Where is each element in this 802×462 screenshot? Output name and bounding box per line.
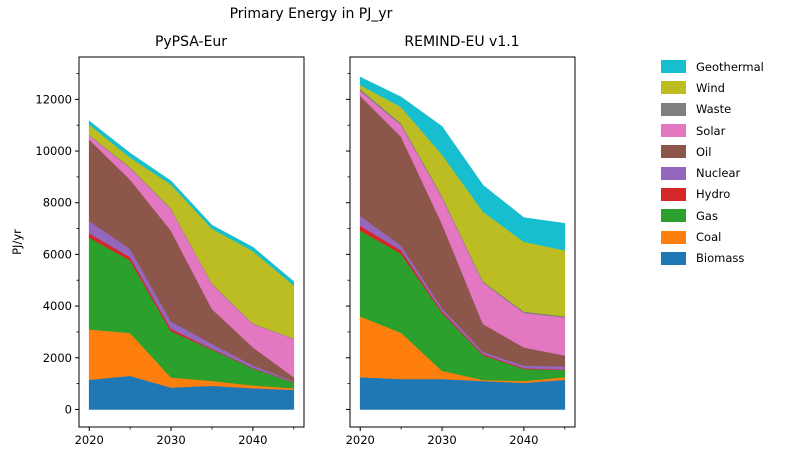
legend-label: Waste (696, 102, 732, 117)
x-tick-label: 2030 (427, 433, 456, 447)
legend-swatch-geothermal (661, 60, 686, 74)
x-tick-label: 2040 (238, 433, 267, 447)
legend-label: Geothermal (696, 59, 764, 74)
subplot-title-pypsa-eur: PyPSA-Eur (154, 34, 228, 50)
legend-item-biomass: Biomass (661, 248, 764, 269)
y-tick-label: 0 (65, 402, 72, 416)
legend-label: Oil (696, 144, 712, 159)
legend-item-nuclear: Nuclear (661, 162, 764, 183)
y-tick-label: 4000 (43, 299, 72, 313)
x-tick-label: 2020 (75, 433, 104, 447)
area-geothermal (88, 120, 295, 286)
legend: Geothermal Wind Waste Solar Oil Nuclear Hydro G… (661, 56, 764, 269)
x-tick-label: 2040 (509, 433, 538, 447)
y-tick-label: 10000 (35, 144, 72, 158)
legend-item-oil: Oil (661, 141, 764, 162)
subplot-title-remind-eu: REMIND-EU v1.1 (404, 34, 520, 50)
legend-swatch-biomass (661, 251, 686, 265)
x-tick-label: 2020 (346, 433, 375, 447)
legend-swatch-wind (661, 81, 686, 95)
stacked-area-chart-pypsa-eur: 0 2000 4000 6000 8000 10000 12000 2020 2030 2040 (35, 56, 305, 447)
legend-label: Solar (696, 123, 726, 138)
legend-label: Gas (696, 208, 718, 223)
legend-swatch-coal (661, 230, 686, 244)
x-tick-label: 2030 (156, 433, 185, 447)
y-tick-label: 12000 (35, 92, 72, 106)
y-axis-label: PJ/yr (10, 229, 24, 255)
legend-swatch-nuclear (661, 166, 686, 180)
plot-box (349, 56, 576, 428)
legend-item-gas: Gas (661, 205, 764, 226)
legend-swatch-oil (661, 145, 686, 159)
figure-title: Primary Energy in PJ_yr (229, 6, 393, 22)
legend-swatch-hydro (661, 187, 686, 201)
legend-label: Hydro (696, 187, 731, 202)
legend-label: Nuclear (696, 166, 741, 181)
legend-label: Biomass (696, 251, 745, 266)
legend-swatch-solar (661, 124, 686, 138)
legend-item-waste: Waste (661, 99, 764, 120)
legend-item-geothermal: Geothermal (661, 56, 764, 77)
legend-item-coal: Coal (661, 226, 764, 247)
legend-swatch-waste (661, 102, 686, 116)
stacked-area-chart-remind-eu: 2020 2030 2040 (346, 56, 576, 447)
y-tick-label: 6000 (43, 247, 72, 261)
plot-box (78, 56, 305, 428)
y-tick-label: 2000 (43, 351, 72, 365)
legend-item-solar: Solar (661, 120, 764, 141)
area-geothermal (359, 76, 566, 251)
legend-item-wind: Wind (661, 77, 764, 98)
y-tick-label: 8000 (43, 196, 72, 210)
legend-item-hydro: Hydro (661, 184, 764, 205)
legend-label: Coal (696, 230, 722, 245)
legend-label: Wind (696, 80, 725, 95)
legend-swatch-gas (661, 209, 686, 223)
